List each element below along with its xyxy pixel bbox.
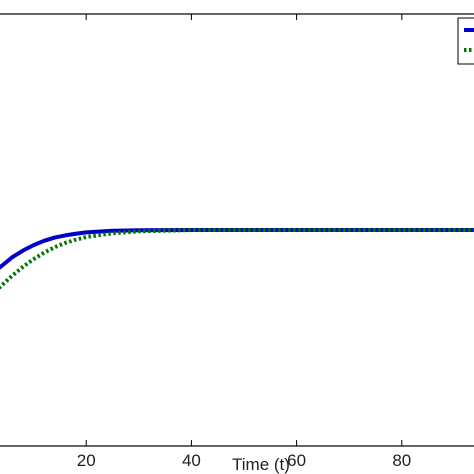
x-tick-label: 60	[287, 451, 306, 470]
x-tick-label: 20	[77, 451, 96, 470]
x-axis-ticks: 20 40 60 80	[77, 14, 411, 470]
legend	[457, 17, 474, 65]
x-axis-label: Time (t)	[232, 455, 290, 474]
x-tick-label: 80	[392, 451, 411, 470]
plot-border	[0, 13, 474, 447]
series-line-2	[0, 228, 474, 290]
legend-box	[457, 17, 474, 65]
x-tick-label: 40	[182, 451, 201, 470]
plot-frame	[0, 13, 474, 447]
series-line-1	[0, 228, 474, 270]
series-group	[0, 228, 474, 290]
